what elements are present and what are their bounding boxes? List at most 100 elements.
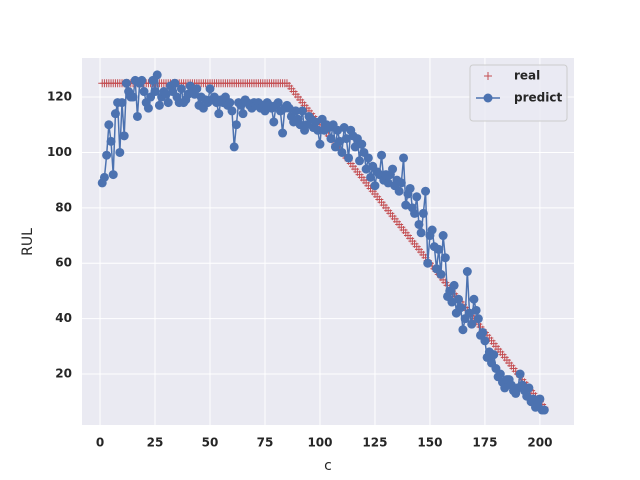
point [355,156,365,166]
x-tick-label: 175 [472,436,497,450]
point [473,314,483,324]
point [414,219,424,229]
x-tick-label: 0 [96,436,104,450]
point [357,139,367,149]
x-tick-label: 75 [257,436,274,450]
x-tick-label: 200 [527,436,552,450]
point [119,131,129,141]
point [176,84,186,94]
point [363,153,373,163]
point [467,319,477,329]
point [110,109,120,119]
point [115,147,125,157]
point [139,87,149,97]
point [388,164,398,174]
point [273,98,283,108]
point [423,258,433,268]
point [539,405,549,415]
point [163,98,173,108]
point [238,109,248,119]
legend-marker [484,72,492,80]
point [480,336,490,346]
point [535,394,545,404]
point [192,84,202,94]
point [269,117,279,127]
point [416,228,426,238]
point [121,78,131,88]
y-tick-label: 20 [55,367,72,381]
point [108,170,118,180]
x-tick-label: 50 [202,436,219,450]
point [405,183,415,193]
point [229,142,239,152]
point [278,128,288,138]
point [366,172,376,182]
point [394,186,404,196]
point [231,120,241,130]
point [170,78,180,88]
point [515,369,525,379]
point [102,150,112,160]
point [434,244,444,254]
point [326,134,336,144]
point [436,269,446,279]
point [225,98,235,108]
point [344,153,354,163]
point [462,267,472,277]
point [132,111,142,121]
point [421,186,431,196]
point [313,125,323,135]
y-tick-label: 60 [55,256,72,270]
point [99,172,109,182]
point [370,181,380,191]
point [106,136,116,146]
point [150,87,160,97]
point [297,106,307,116]
point [104,120,114,130]
point [438,231,448,241]
y-tick-label: 80 [55,200,72,214]
point [454,294,464,304]
point [478,327,488,337]
point [128,92,138,102]
point [396,178,406,188]
point [137,75,147,85]
point [377,150,387,160]
legend-label: real [514,69,540,83]
point [495,369,505,379]
x-tick-label: 150 [417,436,442,450]
point [315,139,325,149]
point [418,208,428,218]
point [152,70,162,80]
x-tick-label: 25 [147,436,164,450]
point [337,147,347,157]
point [291,106,301,116]
point [154,100,164,110]
point [524,383,534,393]
y-tick-label: 100 [47,145,72,159]
y-tick-label: 120 [47,90,72,104]
x-tick-label: 100 [307,436,332,450]
point [410,208,420,218]
y-axis-label: RUL [20,228,36,256]
point [456,303,466,313]
point [227,106,237,116]
legend-marker [483,93,493,103]
y-tick-label: 40 [55,311,72,325]
point [117,98,127,108]
point [458,325,468,335]
legend-label: predict [514,91,562,105]
legend-box [469,64,568,122]
point [143,103,153,113]
point [205,84,215,94]
point [471,305,481,315]
point [469,294,479,304]
x-axis-label: c [324,458,332,474]
point [489,350,499,360]
point [399,153,409,163]
point [427,225,437,235]
point [214,109,224,119]
point [449,280,459,290]
